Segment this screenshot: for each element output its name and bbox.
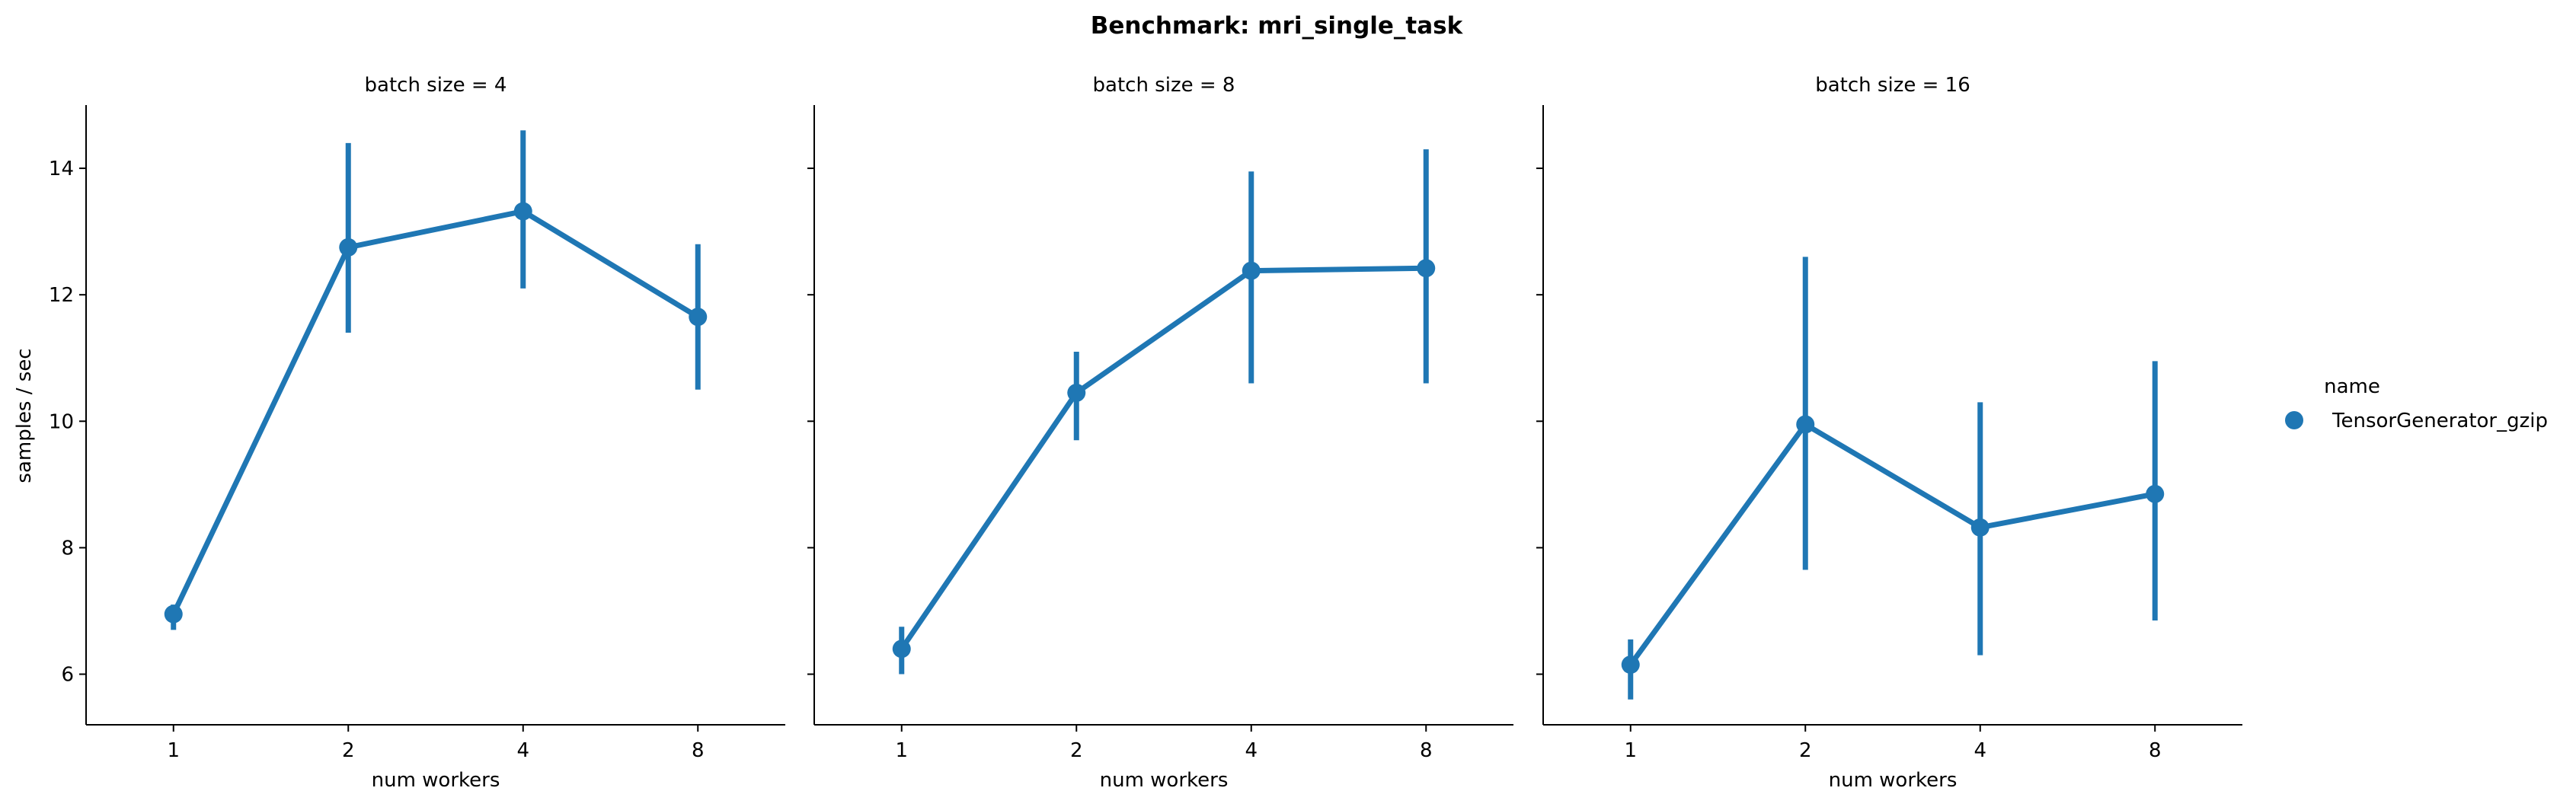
y-tick-label: 6 xyxy=(61,664,74,687)
data-point xyxy=(164,604,183,624)
x-tick-label: 2 xyxy=(1799,739,1812,762)
y-tick-label: 10 xyxy=(49,410,74,433)
x-axis-label: num workers xyxy=(1829,769,1958,792)
x-tick-label: 4 xyxy=(1245,739,1258,762)
data-point xyxy=(689,308,708,327)
legend: name TensorGenerator_gzip xyxy=(2285,375,2548,432)
chart-title: Benchmark: mri_single_task xyxy=(1091,12,1464,40)
data-point xyxy=(1067,383,1086,402)
facet-title: batch size = 4 xyxy=(365,74,507,97)
data-point xyxy=(1621,655,1640,675)
x-tick-label: 2 xyxy=(1070,739,1083,762)
series-line xyxy=(171,209,701,617)
legend-marker xyxy=(2285,411,2303,429)
facet-title: batch size = 8 xyxy=(1093,74,1235,97)
data-point xyxy=(1796,415,1815,434)
x-tick-label: 1 xyxy=(167,739,180,762)
y-axis-label: samples / sec xyxy=(13,348,36,483)
x-tick-label: 1 xyxy=(1624,739,1637,762)
data-point xyxy=(339,238,358,257)
x-tick-label: 8 xyxy=(692,739,705,762)
x-axis-label: num workers xyxy=(1100,769,1229,792)
facet-panel-batch-size-8: batch size = 8 1 2 4 8 num workers xyxy=(807,74,1513,792)
y-tick-label: 8 xyxy=(61,537,74,560)
facet-title: batch size = 16 xyxy=(1815,74,1970,97)
data-point xyxy=(2146,484,2165,503)
data-point xyxy=(1970,518,1990,537)
x-tick-label: 2 xyxy=(342,739,355,762)
x-tick-label: 4 xyxy=(516,739,529,762)
legend-title: name xyxy=(2324,375,2380,398)
x-tick-label: 1 xyxy=(895,739,908,762)
data-point xyxy=(1242,261,1261,280)
facet-panel-batch-size-16: batch size = 16 1 2 4 8 num workers xyxy=(1536,74,2242,792)
y-tick-label: 12 xyxy=(49,284,74,307)
data-point xyxy=(513,202,532,221)
series-line xyxy=(1628,421,2158,668)
legend-label: TensorGenerator_gzip xyxy=(2332,410,2548,432)
y-tick-label: 14 xyxy=(49,158,74,180)
data-point xyxy=(1417,259,1436,278)
x-axis-label: num workers xyxy=(372,769,500,792)
x-tick-label: 4 xyxy=(1974,739,1986,762)
x-tick-label: 8 xyxy=(2149,739,2162,762)
data-point xyxy=(892,640,911,659)
x-tick-label: 8 xyxy=(1420,739,1433,762)
series-line xyxy=(899,265,1429,652)
